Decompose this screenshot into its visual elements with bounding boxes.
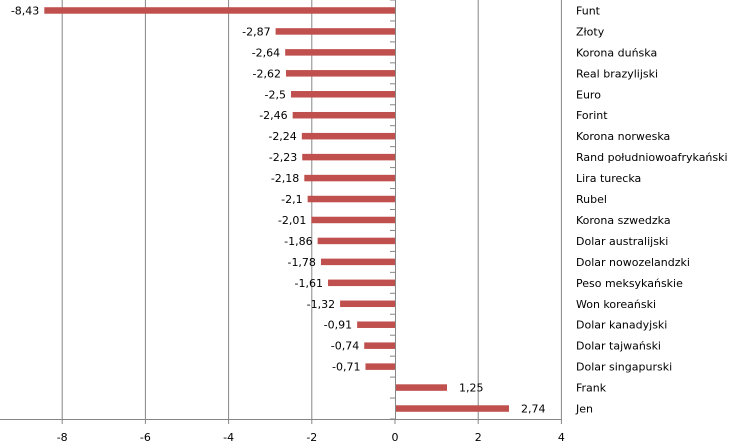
- value-label: 1,25: [459, 382, 484, 395]
- value-label: -0,74: [331, 340, 359, 353]
- category-label: Funt: [576, 4, 601, 17]
- value-label: -2,24: [268, 130, 296, 143]
- bar: [302, 153, 395, 161]
- x-tick-label: -2: [306, 431, 317, 444]
- category-label: Jen: [575, 403, 593, 416]
- category-labels: Funt Złoty Korona duńska Real brazylijski Eu…: [575, 4, 728, 415]
- value-label: -2,01: [278, 214, 306, 227]
- value-label: -2,64: [252, 46, 280, 59]
- bar: [320, 258, 395, 266]
- bar: [44, 7, 395, 14]
- value-label: -1,86: [284, 235, 312, 248]
- value-label: -2,5: [265, 88, 286, 101]
- bar: [275, 28, 395, 35]
- value-label: -0,71: [332, 361, 360, 374]
- x-tick-label: -4: [223, 431, 234, 444]
- category-label: Korona szwedzka: [576, 214, 671, 227]
- category-label: Euro: [576, 88, 601, 101]
- value-label: 2,74: [521, 403, 546, 416]
- value-label: -2,18: [271, 172, 299, 185]
- bar: [311, 216, 395, 224]
- value-label: -1,61: [295, 277, 323, 290]
- category-label: Złoty: [576, 25, 605, 38]
- category-label: Rand południowoafrykański: [576, 151, 728, 164]
- x-tick-label: 0: [392, 431, 399, 444]
- value-label: -2,1: [281, 193, 302, 206]
- category-label: Dolar singapurski: [576, 361, 672, 374]
- category-label: Dolar australijski: [576, 235, 668, 248]
- category-label: Lira turecka: [576, 172, 641, 185]
- category-label: Dolar nowozelandzki: [576, 256, 690, 269]
- value-label: -1,32: [307, 298, 335, 311]
- value-label: -2,46: [259, 109, 287, 122]
- category-label: Korona duńska: [576, 46, 657, 59]
- value-label: -2,23: [269, 151, 297, 164]
- category-label: Rubel: [576, 193, 607, 206]
- x-tick-label: -6: [140, 431, 151, 444]
- bar: [291, 91, 395, 98]
- bar: [304, 174, 395, 182]
- category-label: Real brazylijski: [576, 67, 658, 80]
- x-tick-label: -8: [57, 431, 68, 444]
- bars: [44, 7, 509, 412]
- value-label: -1,78: [287, 256, 315, 269]
- bar: [317, 237, 395, 245]
- value-label: -0,91: [324, 319, 352, 332]
- bar: [364, 342, 395, 349]
- value-label: -2,62: [253, 67, 281, 80]
- bar: [286, 70, 395, 77]
- bar: [340, 300, 395, 308]
- category-label: Peso meksykańskie: [576, 277, 683, 290]
- bar: [307, 195, 395, 203]
- bar: [357, 321, 395, 328]
- bar: [328, 279, 395, 287]
- category-label: Won koreański: [576, 298, 656, 311]
- value-label: -8,43: [11, 4, 39, 17]
- value-label: -2,87: [242, 25, 270, 38]
- axes: [0, 0, 562, 424]
- category-label: Dolar tajwański: [576, 340, 661, 353]
- bar: [395, 384, 447, 391]
- x-tick-label: 4: [558, 431, 565, 444]
- category-label: Korona norweska: [576, 130, 670, 143]
- category-label: Forint: [576, 109, 608, 122]
- x-tick-label: 2: [475, 431, 482, 444]
- value-labels: -8,43 -2,87 -2,64 -2,62 -2,5 -2,46 -2,24 -2,23 -…: [11, 4, 546, 415]
- gridlines: [61, 0, 562, 419]
- category-label: Frank: [576, 382, 607, 395]
- bar: [365, 363, 395, 370]
- bar: [301, 132, 395, 140]
- bar: [285, 49, 395, 56]
- bar: [395, 405, 509, 412]
- bar: [292, 111, 395, 119]
- x-tick-labels: -8 -6 -4 -2 0 2 4: [57, 431, 565, 444]
- category-label: Dolar kanadyjski: [576, 319, 667, 332]
